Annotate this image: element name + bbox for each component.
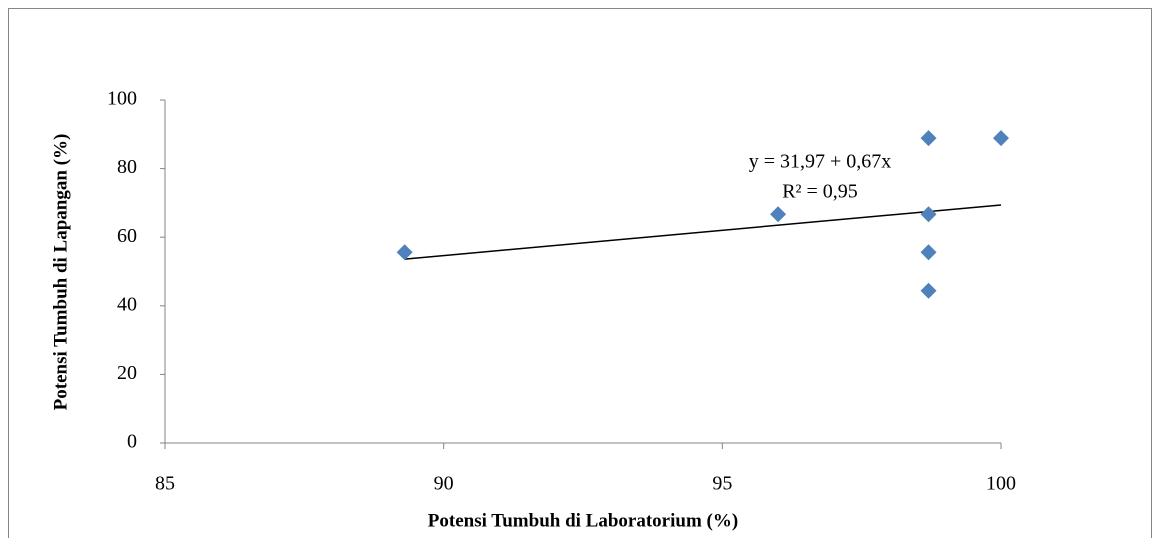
y-tick-label: 60 — [117, 225, 137, 247]
x-tick-label: 95 — [712, 473, 732, 495]
y-tick-label: 80 — [117, 156, 137, 178]
point — [920, 206, 937, 223]
y-axis-title: Potensi Tumbuh di Lapangan (%) — [50, 134, 71, 411]
point — [396, 244, 413, 261]
x-tick-label: 100 — [986, 473, 1016, 495]
x-axis-title: Potensi Tumbuh di Laboratorium (%) — [428, 510, 738, 531]
point — [993, 130, 1009, 147]
point — [920, 244, 937, 261]
y-tick-label: 40 — [117, 293, 137, 315]
y-tick-label: 0 — [127, 431, 137, 453]
point — [770, 206, 787, 223]
annotation: R² = 0,95 — [782, 181, 858, 203]
annotation: y = 31,97 + 0,67x — [749, 151, 892, 173]
x-tick-label: 85 — [155, 473, 175, 495]
point — [920, 282, 937, 299]
chart-border — [8, 8, 1152, 538]
point — [920, 130, 937, 147]
y-tick-label: 20 — [117, 362, 137, 384]
x-tick-label: 90 — [434, 473, 454, 495]
trendline — [404, 204, 1002, 260]
y-tick-label: 100 — [107, 88, 137, 110]
